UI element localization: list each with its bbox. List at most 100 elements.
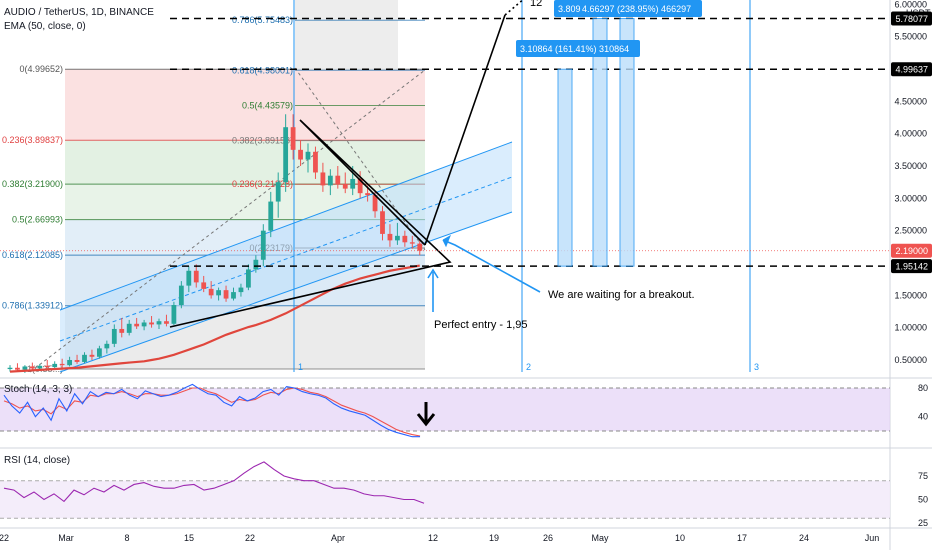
stoch-d-line [3,387,421,437]
channel-edge-1 [59,211,513,373]
candle-body-12 [97,348,102,357]
candle-body-7 [59,363,65,366]
measure-label-bg-2 [554,0,702,17]
candle-body-14 [111,328,117,344]
time-tick-5: Apr [331,533,345,543]
rsi-level-label-0: 75 [918,471,928,481]
candle-body-45 [342,184,348,189]
candle-body-52 [395,235,400,241]
price-tick-9: 1.50000 [894,290,927,300]
price-axis: 6.000005.500005.000004.500004.000003.500… [889,0,932,550]
trend-drawings [169,0,524,328]
breakout-projection [424,14,506,246]
candle-body-11 [89,354,95,357]
candle-body-50 [380,211,385,234]
channel-edge-0 [59,141,513,311]
time-tick-0: 22 [0,533,9,543]
fib-label-5: 0.786(1.33912) [2,301,63,311]
stoch-level-label-40: 40 [918,412,928,422]
price-badge-5780: 5.78077 [895,14,928,24]
candle-body-29 [223,290,229,299]
candle-body-28 [216,290,221,296]
fib2-label-1: 0.618(4.98001) [232,65,293,75]
fib-trend-dashed [29,69,426,373]
candle-body-39 [298,149,303,160]
stoch-title[interactable]: Stoch (14, 3, 3) [4,384,73,395]
vertical-marker-label-1: 1 [298,362,303,372]
price-tick-7: 2.50000 [894,226,927,236]
candle-body-19 [149,322,154,325]
candle-body-2 [22,366,28,370]
candlesticks [7,114,423,373]
ema-legend[interactable]: EMA (50, close, 0) [4,21,86,32]
measure-box-1 [592,18,608,267]
fib2-label-2: 0.5(4.43579) [242,100,293,110]
fib-label-0: 0(4.99652) [19,64,63,74]
rsi-level-label-1: 50 [918,495,928,505]
price-badge-support-bg [891,259,932,274]
candle-body-6 [52,363,58,368]
candle-body-54 [409,242,415,244]
candle-body-13 [104,343,110,349]
time-axis: 22 Mar 8 15 22 Apr 12 19 26 May 10 17 24 Jun [0,527,932,543]
candle-body-44 [335,175,341,185]
candle-body-0 [7,367,13,370]
candle-body-3 [29,366,35,369]
candle-body-24 [186,270,192,286]
time-tick-2: 8 [124,533,129,543]
vertical-marker-label-2: 2 [526,362,531,372]
entry-pointer-head [427,268,439,279]
candle-body-51 [387,233,393,241]
rsi-line [3,461,425,504]
time-tick-6: 12 [428,533,438,543]
fib2-label-4: 0.236(3.21828) [232,179,293,189]
target-number: 12 [530,0,542,9]
measure-label-1: 3.10864 (161.41%) 310864 [520,44,629,54]
annotations: We are waiting for a breakout. Perfect en… [427,0,695,331]
fib-zone-0 [65,69,425,141]
fib-trend-dashed-2 [294,67,426,251]
stoch-level-label-80: 80 [918,383,928,393]
measure-box-2 [619,18,635,267]
fib2-label-0: 0.786(5.75483) [232,15,293,25]
triangle-pattern [169,119,452,328]
candle-body-9 [74,360,80,362]
symbol-title[interactable]: AUDIO / TetherUS, 1D, BINANCE [4,7,154,18]
price-tick-10: 1.00000 [894,323,927,333]
breakout-pointer [442,239,541,293]
ema-50 [9,264,420,373]
fib-label-1: 0.236(3.89837) [2,135,63,145]
candle-body-43 [327,175,333,186]
candle-body-37 [283,127,289,183]
rsi-pane: 75 50 25 [0,447,932,528]
fib2-zone-top [295,0,398,71]
price-tick-3: 4.50000 [894,96,927,106]
candle-body-18 [141,322,147,327]
candle-body-48 [365,193,370,196]
vertical-marker-label-3: 3 [754,362,759,372]
price-tick-0: 6.00000 [894,0,927,9]
candle-body-27 [208,288,214,296]
measure-box-0 [557,68,573,267]
breakout-pointer-head [442,234,451,248]
fib-label-4: 0.618(2.12085) [2,250,63,260]
time-tick-10: 10 [675,533,685,543]
fib-label-2: 0.382(3.21900) [2,179,63,189]
rsi-title[interactable]: RSI (14, close) [4,455,71,466]
time-tick-13: Jun [865,533,880,543]
candle-body-32 [246,269,251,288]
candle-body-8 [67,360,72,366]
candle-body-46 [350,178,356,189]
breakout-projection-dotted [504,0,524,16]
time-tick-12: 24 [799,533,809,543]
horizontal-levels [0,17,890,267]
candle-body-21 [164,321,169,324]
entry-note: Perfect entry - 1,95 [434,319,528,331]
candle-body-38 [290,127,296,150]
time-tick-3: 15 [184,533,194,543]
candle-body-26 [201,282,207,289]
price-badge-current: 2.19000 [895,246,928,256]
fib-label-3: 0.5(2.66993) [12,215,63,225]
candle-body-33 [253,259,259,270]
